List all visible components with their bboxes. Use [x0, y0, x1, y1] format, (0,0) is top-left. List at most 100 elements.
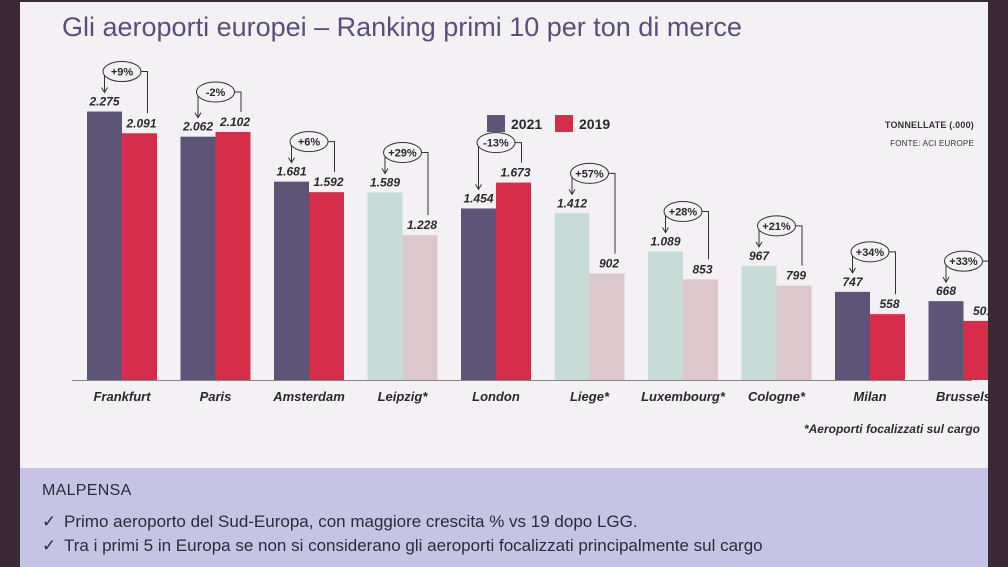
- data-label-2021: 2.275: [88, 95, 119, 109]
- growth-bubble: [383, 141, 422, 163]
- category-label: Frankfurt: [93, 389, 151, 404]
- growth-bracket-right: [138, 71, 148, 114]
- bullet-text: Tra i primi 5 in Europa se non si consid…: [64, 536, 763, 555]
- bar-2021: [835, 291, 870, 380]
- bar-2019: [402, 235, 438, 380]
- growth-label: -2%: [206, 87, 226, 99]
- bar-2019: [683, 279, 718, 380]
- category-label: Milan: [853, 389, 886, 404]
- legend-swatch-2019: [555, 115, 573, 132]
- growth-label: +28%: [669, 206, 698, 218]
- data-label-2021: 747: [842, 275, 863, 289]
- data-label-2021: 967: [749, 249, 770, 263]
- data-label-2019: 853: [692, 262, 712, 276]
- source-note: FONTE: ACI EUROPE: [890, 139, 974, 148]
- legend-swatch-2021: [487, 115, 505, 132]
- growth-bracket-right: [418, 151, 429, 216]
- bar-2021: [461, 208, 496, 380]
- category-label: Luxembourg*: [641, 389, 726, 404]
- bar-2019: [870, 314, 905, 380]
- bar-2021: [554, 213, 590, 380]
- legend-label-2021: 2021: [511, 116, 542, 132]
- growth-arrow-icon: [288, 157, 295, 164]
- bar-2019: [589, 273, 625, 380]
- bar-2021: [648, 251, 683, 380]
- category-label: Amsterdam: [272, 389, 345, 404]
- growth-bubble: [476, 132, 516, 154]
- slide-title: Gli aeroporti europei – Ranking primi 10…: [62, 12, 742, 42]
- check-icon: ✓: [42, 512, 57, 531]
- cargo-footnote: *Aeroporti focalizzati sul cargo: [803, 422, 980, 436]
- bar-2021: [274, 181, 309, 380]
- growth-bracket-right: [605, 172, 616, 254]
- bar-2021: [180, 136, 216, 380]
- data-label-2019: 501: [973, 304, 988, 318]
- bar-2021: [87, 111, 122, 381]
- growth-bracket-right: [979, 260, 988, 262]
- growth-bracket-right: [699, 210, 709, 260]
- growth-label: -13%: [483, 138, 509, 150]
- growth-arrow-icon: [755, 241, 763, 248]
- bar-chart: 2.275 2.091 Frankfurt +9% 2.062 2.102 Paris -2%…: [72, 61, 988, 404]
- data-label-2021: 1.681: [276, 165, 306, 179]
- data-label-2019: 2.091: [125, 116, 156, 130]
- data-label-2019: 1.592: [313, 175, 343, 189]
- legend-label-2019: 2019: [579, 116, 610, 132]
- category-label: Leipzig*: [378, 389, 429, 404]
- growth-bubble: [757, 215, 796, 237]
- data-label-2019: 1.673: [500, 166, 530, 180]
- category-label: Liege*: [570, 389, 610, 404]
- category-label: Paris: [200, 389, 232, 404]
- growth-arrow-icon: [194, 112, 202, 119]
- growth-arrow-icon: [475, 184, 482, 191]
- growth-label: +57%: [575, 168, 604, 180]
- slide: Gli aeroporti europei – Ranking primi 10…: [20, 2, 988, 567]
- check-icon: ✓: [42, 536, 57, 555]
- growth-label: +33%: [949, 256, 978, 268]
- bullet-text: Primo aeroporto del Sud-Europa, con magg…: [64, 512, 638, 531]
- growth-label: +6%: [298, 137, 321, 149]
- category-label: Brussels: [936, 389, 988, 404]
- bar-2019: [496, 182, 531, 380]
- growth-bracket-right: [886, 251, 896, 295]
- growth-arrow-icon: [942, 276, 950, 284]
- data-label-2021: 1.589: [370, 175, 400, 189]
- growth-bracket-right: [792, 225, 803, 266]
- growth-label: +9%: [111, 67, 134, 79]
- growth-bubble: [570, 162, 609, 184]
- growth-label: +21%: [762, 221, 791, 233]
- malpensa-panel: MALPENSA ✓ Primo aeroporto del Sud-Europa…: [20, 468, 988, 567]
- unit-note: TONNELLATE (.000): [884, 120, 974, 130]
- growth-bubble: [196, 81, 235, 103]
- data-label-2019: 2.102: [219, 115, 250, 129]
- growth-bracket-left: [478, 142, 480, 189]
- data-label-2019: 1.228: [407, 218, 437, 232]
- data-label-2021: 1.454: [463, 191, 493, 205]
- growth-bubble: [102, 61, 142, 83]
- bar-2019: [122, 133, 157, 380]
- category-label: Cologne*: [748, 389, 806, 404]
- data-label-2019: 799: [786, 269, 806, 283]
- growth-label: +29%: [388, 147, 417, 159]
- data-label-2021: 1.089: [650, 234, 680, 248]
- growth-bubble: [850, 241, 890, 263]
- data-label-2019: 902: [599, 257, 619, 271]
- bar-2021: [741, 265, 777, 380]
- bar-2021: [367, 192, 403, 380]
- growth-arrow-icon: [381, 168, 389, 175]
- malpensa-label: MALPENSA: [42, 482, 132, 499]
- growth-arrow-icon: [101, 87, 108, 94]
- bar-2019: [776, 285, 812, 380]
- growth-arrow-icon: [568, 189, 576, 196]
- growth-bubble: [289, 131, 329, 153]
- growth-arrow-icon: [662, 227, 669, 234]
- bullet-item: ✓ Primo aeroporto del Sud-Europa, con mag…: [42, 512, 638, 532]
- data-label-2021: 1.412: [557, 196, 587, 210]
- bar-2019: [963, 320, 988, 380]
- bar-2019: [215, 131, 251, 380]
- data-label-2021: 668: [936, 284, 956, 298]
- bar-2021: [928, 301, 964, 380]
- bar-2019: [309, 192, 344, 380]
- growth-bubble: [944, 250, 983, 272]
- growth-bubble: [663, 200, 703, 222]
